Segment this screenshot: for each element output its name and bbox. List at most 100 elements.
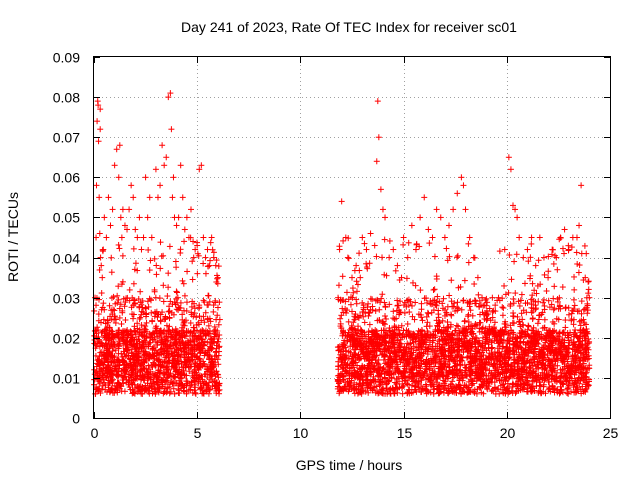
data-point bbox=[543, 288, 550, 295]
data-point bbox=[97, 254, 104, 261]
data-point bbox=[465, 240, 472, 247]
data-point bbox=[564, 385, 571, 392]
y-tick-label: 0 bbox=[72, 411, 80, 427]
data-point bbox=[142, 174, 149, 181]
data-point bbox=[394, 297, 401, 304]
data-point bbox=[202, 270, 209, 277]
data-point bbox=[585, 290, 592, 297]
y-tick-label: 0.04 bbox=[53, 251, 80, 267]
data-point bbox=[545, 268, 552, 275]
data-point bbox=[573, 234, 580, 241]
data-points bbox=[91, 90, 593, 397]
data-point bbox=[507, 166, 514, 173]
data-point bbox=[366, 310, 373, 317]
data-point bbox=[505, 289, 512, 296]
data-point bbox=[409, 302, 416, 309]
data-point bbox=[446, 292, 453, 299]
data-point bbox=[148, 234, 155, 241]
data-point bbox=[95, 138, 102, 145]
data-point bbox=[183, 214, 190, 221]
data-point bbox=[353, 288, 360, 295]
data-point bbox=[373, 158, 380, 165]
data-point bbox=[130, 245, 137, 252]
y-tick-label: 0.01 bbox=[53, 371, 80, 387]
data-point bbox=[95, 311, 102, 318]
data-point bbox=[199, 387, 206, 394]
data-point bbox=[163, 154, 170, 161]
data-point bbox=[377, 186, 384, 193]
data-point bbox=[536, 234, 543, 241]
data-point bbox=[512, 290, 519, 297]
data-point bbox=[540, 299, 547, 306]
data-point bbox=[115, 174, 122, 181]
data-point bbox=[349, 274, 355, 281]
data-point bbox=[134, 234, 141, 241]
data-point bbox=[460, 182, 467, 189]
data-point bbox=[157, 317, 164, 324]
data-point bbox=[115, 350, 122, 357]
data-point bbox=[562, 317, 569, 324]
data-point bbox=[177, 162, 184, 169]
data-point bbox=[403, 275, 410, 282]
data-point bbox=[382, 304, 389, 311]
data-point bbox=[103, 234, 110, 241]
data-point bbox=[364, 265, 371, 272]
data-point bbox=[532, 262, 539, 269]
data-point bbox=[212, 262, 219, 269]
data-point bbox=[192, 390, 199, 397]
data-point bbox=[444, 303, 451, 310]
data-point bbox=[185, 328, 192, 335]
data-point bbox=[146, 267, 153, 274]
data-point bbox=[138, 246, 145, 253]
data-point bbox=[528, 234, 535, 241]
data-point bbox=[585, 286, 592, 293]
data-point bbox=[462, 206, 469, 213]
data-point bbox=[335, 282, 342, 289]
data-point bbox=[430, 286, 437, 293]
y-tick-label: 0.09 bbox=[53, 50, 80, 66]
data-point bbox=[174, 289, 181, 296]
data-point bbox=[101, 214, 108, 221]
data-point bbox=[514, 214, 521, 221]
data-point bbox=[576, 222, 583, 229]
data-point bbox=[495, 294, 502, 301]
data-point bbox=[165, 284, 172, 291]
data-point bbox=[211, 323, 218, 330]
data-point bbox=[146, 194, 153, 201]
data-point bbox=[394, 262, 401, 269]
data-point bbox=[585, 278, 592, 285]
data-point bbox=[458, 174, 465, 181]
data-point bbox=[213, 316, 220, 323]
data-point bbox=[119, 252, 126, 259]
data-point bbox=[337, 315, 344, 322]
data-point bbox=[136, 214, 143, 221]
data-point bbox=[165, 308, 172, 315]
data-point bbox=[339, 273, 346, 280]
data-point bbox=[171, 374, 178, 381]
data-point bbox=[502, 291, 509, 298]
data-point bbox=[188, 206, 195, 213]
data-point bbox=[96, 266, 103, 273]
data-point bbox=[559, 245, 566, 252]
data-point bbox=[379, 254, 386, 261]
data-point bbox=[126, 206, 133, 213]
data-point bbox=[550, 306, 557, 313]
data-point bbox=[168, 126, 175, 133]
data-point bbox=[100, 300, 107, 307]
data-point bbox=[363, 246, 370, 253]
data-point bbox=[534, 320, 541, 327]
data-point bbox=[173, 222, 180, 229]
data-point bbox=[154, 194, 161, 201]
data-point bbox=[132, 226, 139, 233]
data-point bbox=[379, 291, 386, 298]
data-point bbox=[404, 320, 411, 327]
data-point bbox=[453, 322, 460, 329]
data-point bbox=[454, 252, 461, 259]
data-point bbox=[461, 277, 468, 284]
data-point bbox=[366, 260, 373, 267]
x-axis-label: GPS time / hours bbox=[296, 457, 403, 473]
data-point bbox=[137, 299, 144, 306]
data-point bbox=[200, 260, 207, 267]
data-point bbox=[540, 296, 547, 303]
data-point bbox=[205, 390, 212, 397]
